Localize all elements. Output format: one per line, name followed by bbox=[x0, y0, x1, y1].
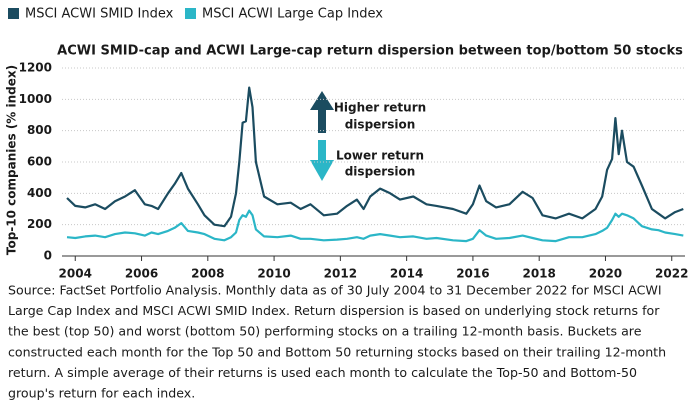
legend-swatch bbox=[185, 8, 196, 19]
line bbox=[66, 86, 684, 228]
source-note: Source: FactSet Portfolio Analysis. Mont… bbox=[8, 283, 662, 298]
line bbox=[66, 209, 684, 243]
x-tick-label: 2020 bbox=[589, 267, 622, 281]
legend-swatch bbox=[8, 8, 19, 19]
x-tick-label: 2022 bbox=[655, 267, 688, 281]
source-note: group's return for each index. bbox=[8, 386, 195, 401]
arrow-up bbox=[310, 91, 334, 133]
annotation: Lower return bbox=[336, 149, 424, 163]
y-tick-label: 800 bbox=[27, 123, 52, 137]
x-tick-label: 2012 bbox=[324, 267, 357, 281]
x-tick-label: 2008 bbox=[191, 267, 224, 281]
annotation: dispersion bbox=[345, 165, 416, 179]
chart-title: ACWI SMID-cap and ACWI Large-cap return … bbox=[57, 44, 683, 59]
x-tick-label: 2014 bbox=[390, 267, 423, 281]
legend-label: MSCI ACWI Large Cap Index bbox=[202, 7, 383, 22]
arrow-down bbox=[310, 140, 334, 181]
x-tick-label: 2016 bbox=[456, 267, 489, 281]
y-axis-label: Top-10 companies (% index) bbox=[5, 65, 19, 255]
y-tick-label: 1200 bbox=[19, 61, 52, 75]
annotation: dispersion bbox=[345, 118, 416, 132]
y-tick-label: 200 bbox=[27, 217, 52, 231]
x-tick-label: 2010 bbox=[257, 267, 290, 281]
source-note: the best (top 50) and worst (bottom 50) … bbox=[8, 324, 642, 339]
x-tick-label: 2006 bbox=[125, 267, 158, 281]
source-note: return. A simple average of their return… bbox=[8, 365, 637, 380]
legend-label: MSCI ACWI SMID Index bbox=[25, 7, 174, 22]
y-tick-label: 600 bbox=[27, 155, 52, 169]
x-tick-label: 2018 bbox=[522, 267, 555, 281]
y-tick-label: 400 bbox=[27, 186, 52, 200]
y-tick-label: 1000 bbox=[19, 92, 52, 106]
source-note: Large Cap Index and MSCI ACWI SMID Index… bbox=[8, 303, 660, 318]
y-tick-label: 0 bbox=[44, 249, 52, 263]
source-note: constructed each month for the Top 50 an… bbox=[8, 344, 666, 359]
annotation: Higher return bbox=[334, 101, 426, 115]
x-tick-label: 2004 bbox=[59, 267, 92, 281]
